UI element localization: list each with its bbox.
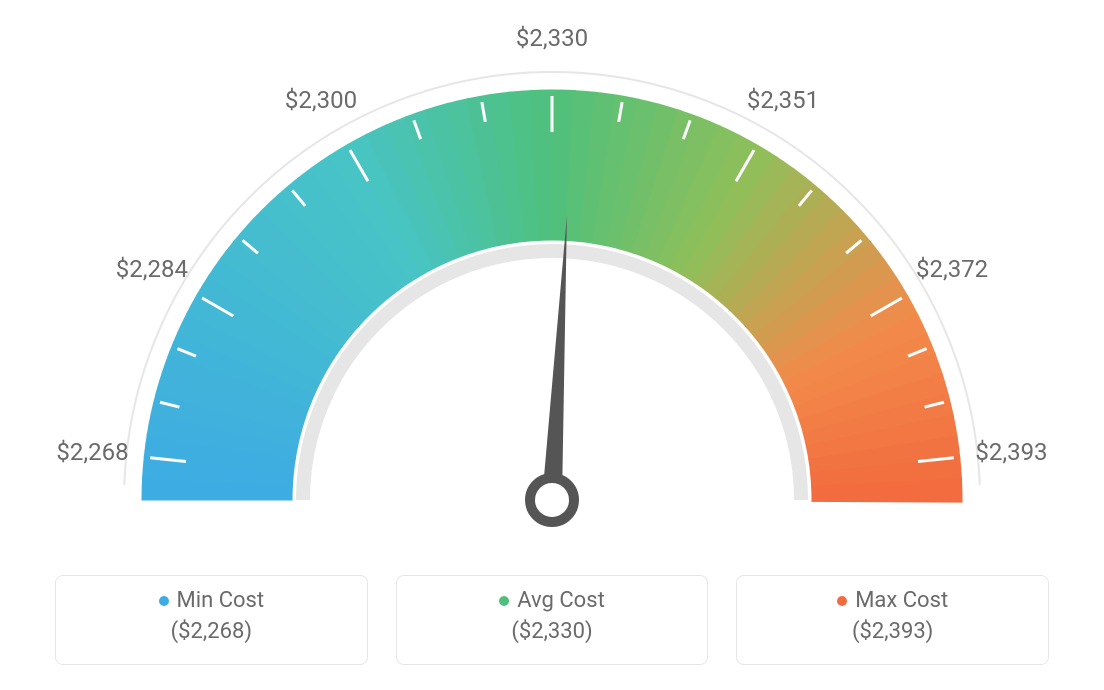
dot-min: [159, 596, 169, 606]
gauge-tick-label: $2,330: [516, 24, 588, 52]
gauge-chart: $2,268 $2,284 $2,300 $2,330 $2,351 $2,372 $2,3…: [0, 0, 1104, 560]
legend-label-max: Max Cost: [855, 588, 948, 613]
gauge-tick-label: $2,300: [285, 86, 357, 114]
legend-card-avg: Avg Cost ($2,330): [396, 575, 709, 665]
dot-max: [837, 596, 847, 606]
gauge-tick-label: $2,393: [975, 438, 1047, 466]
legend-card-max: Max Cost ($2,393): [736, 575, 1049, 665]
legend-value-max: ($2,393): [852, 619, 933, 644]
legend-card-min: Min Cost ($2,268): [55, 575, 368, 665]
gauge-tick-label: $2,372: [916, 255, 988, 283]
legend-label-min: Min Cost: [177, 588, 265, 613]
gauge-tick-label: $2,284: [116, 255, 188, 283]
gauge-tick-label: $2,351: [747, 86, 819, 114]
dot-avg: [499, 596, 509, 606]
legend-value-avg: ($2,330): [511, 619, 592, 644]
gauge-tick-label: $2,268: [56, 438, 128, 466]
legend-value-min: ($2,268): [171, 619, 252, 644]
legend-label-avg: Avg Cost: [517, 588, 605, 613]
legend-row: Min Cost ($2,268) Avg Cost ($2,330) Max …: [0, 575, 1104, 690]
